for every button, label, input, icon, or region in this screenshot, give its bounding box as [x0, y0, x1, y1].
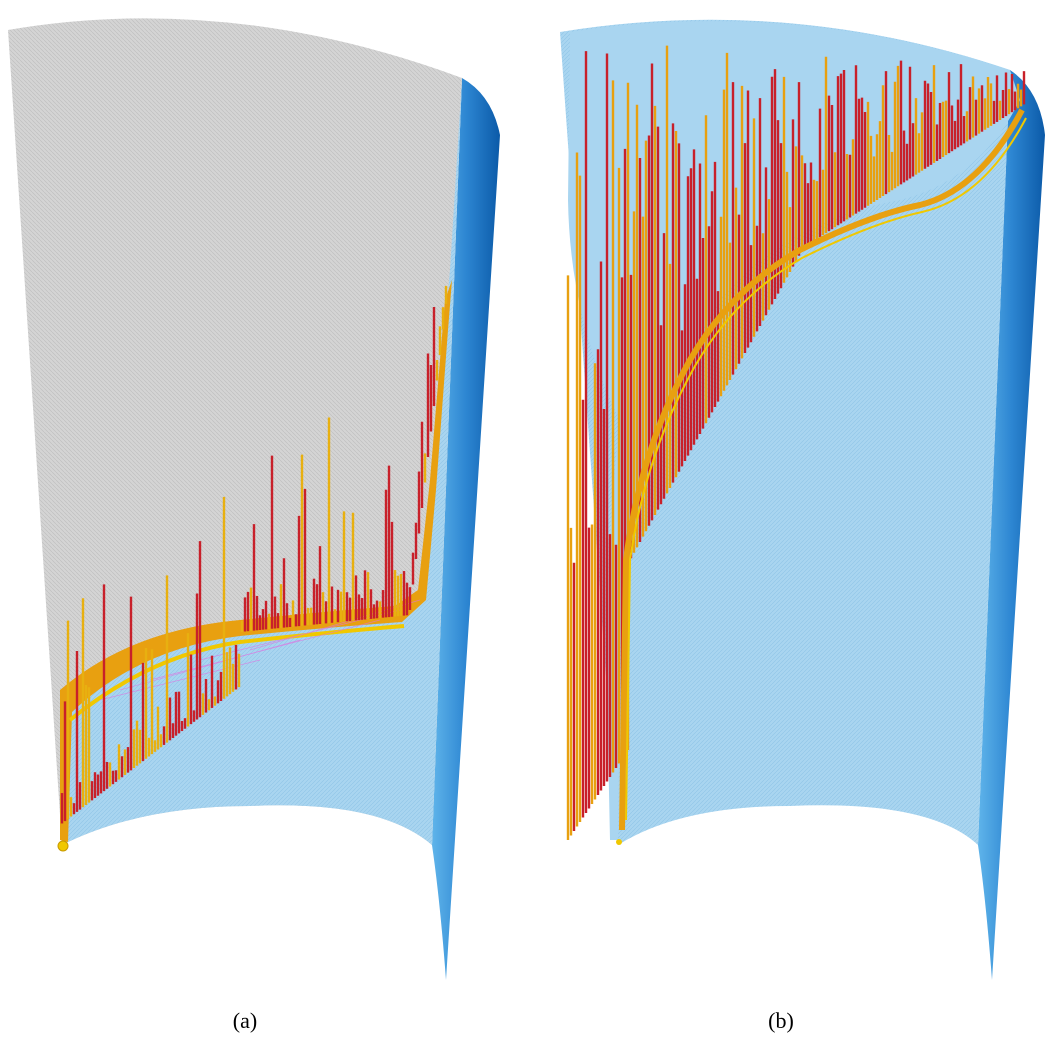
caption-a: (a)	[232, 1008, 258, 1033]
front-band	[568, 21, 1020, 840]
front-spikes	[60, 285, 448, 824]
outer-surface	[978, 70, 1045, 980]
panel-b-illustration	[560, 19, 1045, 980]
front-spikes	[566, 45, 1026, 840]
caption-b: (b)	[768, 1008, 794, 1033]
panel-a-illustration	[8, 18, 500, 980]
outer-surface	[432, 78, 500, 980]
